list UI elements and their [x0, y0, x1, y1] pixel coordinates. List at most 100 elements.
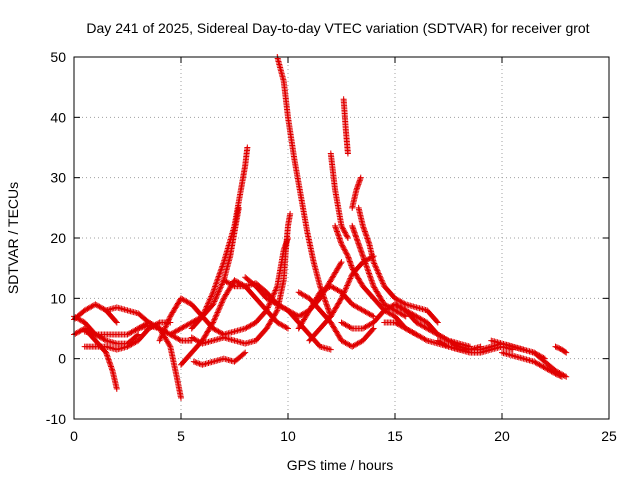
- series-arc-13: [190, 349, 249, 368]
- data-point: [337, 260, 344, 267]
- data-point: [342, 286, 349, 293]
- data-point: [218, 281, 225, 288]
- data-point: [369, 312, 376, 319]
- data-point: [339, 225, 346, 232]
- data-point: [213, 280, 220, 287]
- data-point: [273, 284, 280, 291]
- data-point: [206, 296, 213, 303]
- series-arc-9: [156, 235, 291, 344]
- data-point: [211, 284, 218, 291]
- data-point: [341, 228, 348, 235]
- data-point: [344, 282, 351, 289]
- data-point: [214, 276, 221, 283]
- data-point: [342, 285, 349, 292]
- data-point: [273, 308, 280, 315]
- series-arc-31: [488, 337, 570, 380]
- data-point: [205, 300, 212, 307]
- data-point: [190, 358, 197, 365]
- data-point: [217, 284, 224, 291]
- data-point: [210, 318, 217, 325]
- x-tick-label: 25: [601, 428, 617, 444]
- data-point: [215, 306, 222, 313]
- data-point: [364, 264, 371, 271]
- data-point: [210, 319, 217, 326]
- series-arc-25: [355, 204, 441, 326]
- data-point: [342, 247, 349, 254]
- data-point: [338, 259, 345, 266]
- data-point: [552, 370, 559, 377]
- data-point: [244, 144, 251, 151]
- data-point: [218, 301, 225, 308]
- data-point: [337, 296, 344, 303]
- data-point: [341, 289, 348, 296]
- data-point: [380, 280, 387, 287]
- data-point: [217, 285, 224, 292]
- data-point: [357, 174, 364, 181]
- series-arc-21: [340, 96, 351, 157]
- data-point: [401, 312, 408, 319]
- data-point: [362, 260, 369, 267]
- data-point: [378, 276, 385, 283]
- data-point: [556, 345, 563, 352]
- data-point: [339, 224, 346, 231]
- data-point: [556, 372, 563, 379]
- data-point: [213, 279, 220, 286]
- y-axis-label: SDTVAR / TECUs: [5, 182, 21, 294]
- data-point: [213, 310, 220, 317]
- data-marks: [71, 54, 570, 401]
- data-point: [210, 301, 217, 308]
- data-point: [201, 309, 208, 316]
- data-point: [212, 313, 219, 320]
- data-point: [343, 232, 350, 239]
- series-arc-24: [349, 222, 409, 320]
- x-tick-label: 0: [70, 428, 78, 444]
- data-point: [364, 266, 371, 273]
- data-point: [158, 333, 165, 340]
- data-point: [377, 274, 384, 281]
- data-point: [344, 251, 351, 258]
- data-point: [343, 283, 350, 290]
- data-point: [369, 326, 376, 333]
- data-point: [263, 307, 270, 314]
- data-point: [375, 270, 382, 277]
- data-point: [214, 291, 221, 298]
- data-point: [217, 302, 224, 309]
- y-tick-label: 10: [50, 290, 66, 306]
- data-point: [206, 297, 213, 304]
- data-point: [215, 290, 222, 297]
- data-point: [367, 274, 374, 281]
- data-point: [101, 336, 108, 343]
- data-point: [371, 260, 378, 267]
- series-arc-7: [135, 322, 184, 401]
- data-point: [365, 269, 372, 276]
- data-point: [166, 314, 173, 321]
- data-point: [265, 303, 272, 310]
- data-point: [264, 304, 271, 311]
- data-point: [166, 316, 173, 323]
- y-tick-label: 0: [58, 351, 66, 367]
- x-tick-label: 15: [387, 428, 403, 444]
- data-point: [347, 274, 354, 281]
- data-point: [216, 287, 223, 294]
- data-point: [347, 275, 354, 282]
- data-point: [212, 282, 219, 289]
- data-point: [379, 279, 386, 286]
- data-point: [340, 226, 347, 233]
- y-tick-label: 30: [50, 170, 66, 186]
- data-point: [341, 288, 348, 295]
- data-point: [213, 292, 220, 299]
- y-tick-label: 50: [50, 49, 66, 65]
- data-point: [378, 277, 385, 284]
- data-point: [215, 273, 222, 280]
- series-arc-22: [349, 174, 364, 211]
- data-point: [342, 230, 349, 237]
- data-point: [370, 259, 377, 266]
- data-point: [157, 336, 164, 343]
- data-point: [344, 235, 351, 241]
- data-point: [211, 316, 218, 323]
- series-arc-1: [71, 301, 120, 326]
- data-point: [340, 245, 347, 252]
- data-point: [215, 274, 222, 281]
- data-point: [162, 323, 169, 330]
